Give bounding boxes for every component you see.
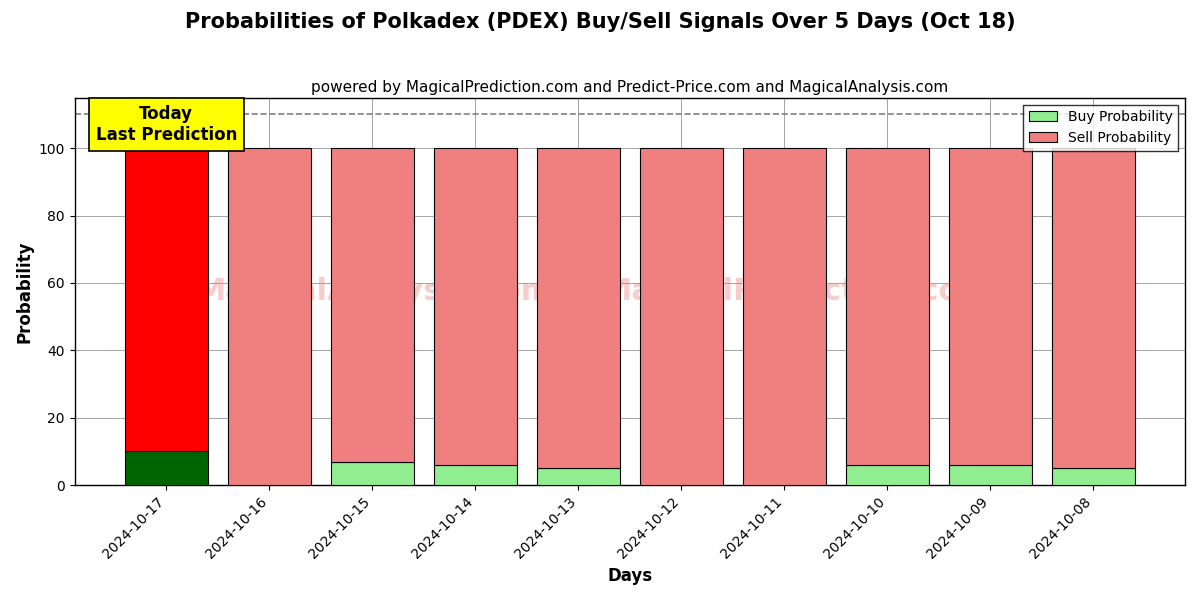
Text: MagicalAnalysis.com: MagicalAnalysis.com: [196, 277, 553, 306]
Y-axis label: Probability: Probability: [16, 240, 34, 343]
X-axis label: Days: Days: [607, 567, 653, 585]
Bar: [949, 465, 1032, 485]
Bar: [228, 148, 311, 485]
Text: Today
Last Prediction: Today Last Prediction: [96, 105, 238, 144]
Legend: Buy Probability, Sell Probability: Buy Probability, Sell Probability: [1024, 104, 1178, 151]
Bar: [640, 148, 722, 485]
Bar: [743, 148, 826, 485]
Bar: [538, 148, 619, 469]
Bar: [434, 148, 516, 465]
Bar: [949, 148, 1032, 465]
Bar: [125, 451, 208, 485]
Bar: [331, 461, 414, 485]
Bar: [1052, 469, 1134, 485]
Bar: [538, 469, 619, 485]
Text: MagicalPrediction.com: MagicalPrediction.com: [601, 277, 991, 306]
Bar: [331, 148, 414, 461]
Bar: [846, 148, 929, 465]
Bar: [125, 148, 208, 451]
Text: Probabilities of Polkadex (PDEX) Buy/Sell Signals Over 5 Days (Oct 18): Probabilities of Polkadex (PDEX) Buy/Sel…: [185, 12, 1015, 32]
Bar: [846, 465, 929, 485]
Bar: [434, 465, 516, 485]
Title: powered by MagicalPrediction.com and Predict-Price.com and MagicalAnalysis.com: powered by MagicalPrediction.com and Pre…: [311, 80, 948, 95]
Bar: [1052, 148, 1134, 469]
